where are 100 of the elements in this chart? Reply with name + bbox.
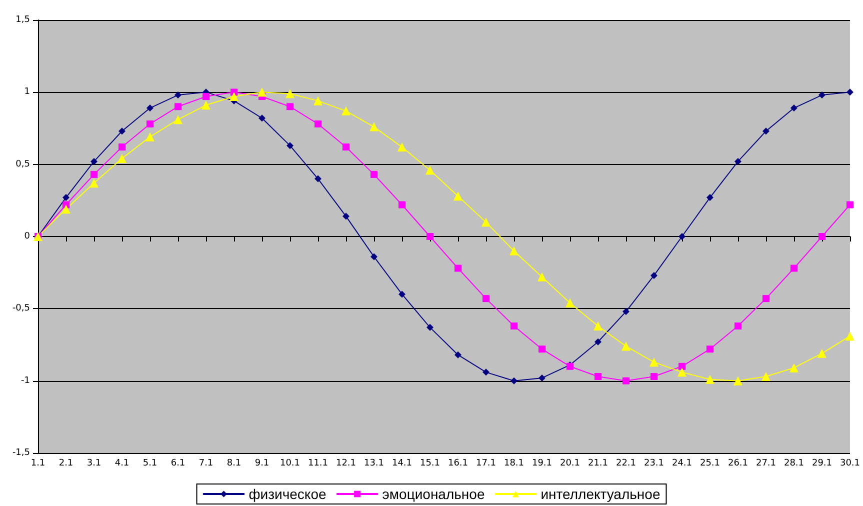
point (313, 96, 322, 106)
point (173, 115, 182, 124)
x-tick-label: 15.1 (420, 458, 440, 468)
x-tick-label: 24.1 (672, 458, 692, 468)
point (118, 128, 126, 135)
point (426, 324, 434, 331)
x-tick-label: 14.1 (392, 458, 412, 468)
x-tick-label: 5.1 (142, 458, 158, 468)
x-tick-label: 17.1 (476, 458, 496, 468)
point (426, 233, 434, 240)
point (118, 154, 126, 164)
point (454, 264, 462, 272)
point (398, 290, 406, 298)
x-tick-label: 3.1 (86, 458, 102, 468)
point (201, 100, 210, 110)
point (677, 368, 686, 377)
point (790, 264, 798, 272)
point (537, 272, 546, 282)
point (817, 348, 826, 358)
y-tick-label: 0,5 (16, 159, 30, 170)
point (594, 373, 602, 380)
x-tick-label: 8.1 (226, 458, 242, 468)
x-tick-label: 29.1 (812, 458, 832, 468)
point (706, 194, 714, 202)
point (678, 362, 686, 370)
y-tick-label: -0,5 (12, 304, 30, 314)
point (398, 201, 406, 208)
point (285, 89, 294, 98)
point (622, 377, 630, 384)
point (510, 322, 518, 330)
point (454, 351, 462, 358)
point (762, 128, 770, 135)
point (845, 332, 854, 341)
point (118, 144, 126, 151)
point (174, 92, 182, 99)
point (342, 144, 350, 151)
point (510, 377, 518, 384)
point (622, 308, 630, 316)
legend-label: эмоциональное (382, 486, 485, 502)
x-tick-label: 21.1 (588, 458, 608, 468)
point (565, 298, 574, 308)
point (818, 233, 826, 240)
point (482, 295, 490, 302)
point (846, 201, 854, 208)
y-tick-label: 1,5 (16, 15, 30, 25)
point (370, 253, 378, 260)
point (734, 322, 742, 330)
point (314, 175, 322, 182)
x-tick-label: 30.1 (840, 458, 860, 468)
x-tick-label: 2.1 (58, 458, 74, 468)
point (62, 194, 70, 202)
point (734, 158, 742, 165)
point (733, 376, 742, 386)
point (482, 368, 490, 376)
x-tick-label: 13.1 (364, 458, 384, 468)
x-tick-label: 28.1 (784, 458, 804, 468)
y-tick-label: 1 (24, 87, 30, 98)
point (425, 166, 434, 175)
point (538, 374, 546, 382)
point (538, 346, 546, 353)
point (145, 132, 154, 142)
x-tick-label: 1.1 (30, 458, 46, 468)
point (650, 272, 658, 279)
point (593, 321, 602, 330)
x-tick-label: 26.1 (728, 458, 748, 468)
point (481, 218, 490, 227)
point (789, 363, 798, 372)
point (818, 92, 826, 99)
x-tick-label: 11.1 (308, 458, 328, 468)
x-tick-label: 4.1 (114, 458, 130, 468)
x-tick-label: 16.1 (448, 458, 468, 468)
x-tick-label: 18.1 (504, 458, 524, 468)
x-tick-label: 6.1 (170, 458, 186, 468)
point (370, 170, 378, 178)
point (258, 114, 266, 122)
point (229, 92, 238, 101)
point (650, 373, 658, 380)
point (90, 178, 98, 188)
point (257, 88, 266, 97)
point (146, 104, 154, 112)
point (314, 120, 322, 128)
point (762, 295, 770, 302)
point (62, 204, 70, 214)
x-tick-label: 12.1 (336, 458, 356, 468)
point (90, 158, 98, 165)
x-tick-label: 19.1 (532, 458, 552, 468)
x-tick-label: 7.1 (198, 458, 214, 468)
x-tick-label: 22.1 (616, 458, 636, 468)
y-tick-label: -1,5 (12, 448, 30, 458)
point (678, 233, 686, 240)
point (706, 346, 714, 353)
x-tick-label: 10.1 (280, 458, 300, 468)
point (453, 192, 462, 201)
point (705, 374, 714, 384)
point (286, 103, 294, 110)
point (369, 122, 378, 132)
x-tick-label: 25.1 (700, 458, 720, 468)
point (342, 212, 350, 220)
x-tick-label: 20.1 (560, 458, 580, 468)
point (202, 92, 210, 100)
